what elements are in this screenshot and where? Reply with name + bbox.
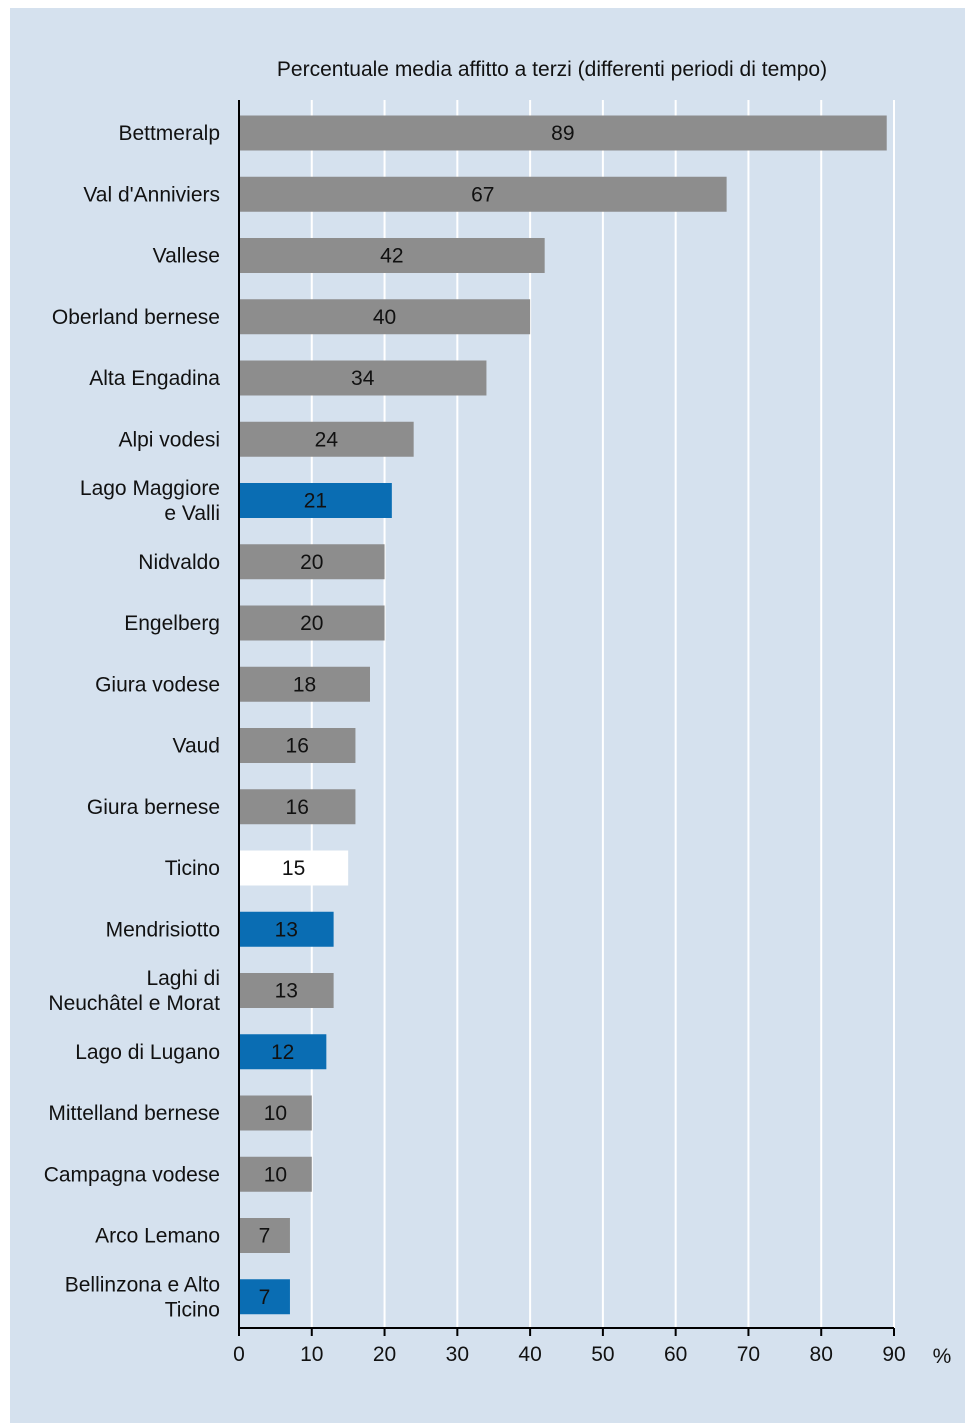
bar-value-label: 15 bbox=[282, 857, 305, 880]
bar bbox=[239, 973, 334, 1008]
x-tick-label: 0 bbox=[233, 1343, 245, 1366]
bar-value-label: 10 bbox=[264, 1102, 287, 1125]
bar bbox=[239, 1034, 327, 1070]
bar-value-label: 40 bbox=[373, 306, 396, 329]
bar bbox=[239, 728, 356, 763]
chart-title: Percentuale media affitto a terzi (diffe… bbox=[277, 58, 827, 81]
bar bbox=[239, 789, 356, 825]
category-label: Neuchâtel e Morat bbox=[48, 992, 220, 1015]
category-label: Arco Lemano bbox=[95, 1225, 220, 1248]
category-label: Giura vodese bbox=[95, 673, 220, 696]
category-label: e Valli bbox=[164, 502, 220, 525]
bar bbox=[239, 1095, 312, 1131]
bar bbox=[239, 666, 370, 702]
bar bbox=[239, 299, 531, 335]
category-label: Lago Maggiore bbox=[80, 477, 220, 500]
x-tick-label: 40 bbox=[518, 1343, 541, 1366]
category-label: Campagna vodese bbox=[44, 1163, 220, 1186]
bar bbox=[239, 605, 385, 641]
category-label: Laghi di bbox=[146, 967, 220, 990]
category-label: Mittelland bernese bbox=[48, 1102, 220, 1125]
x-tick-label: 20 bbox=[373, 1343, 396, 1366]
bar bbox=[239, 850, 349, 886]
bar-value-label: 20 bbox=[300, 551, 323, 574]
bar-value-label: 67 bbox=[471, 183, 494, 206]
category-label: Oberland bernese bbox=[52, 306, 220, 329]
bar-value-label: 89 bbox=[551, 122, 574, 145]
category-label: Alta Engadina bbox=[89, 367, 220, 390]
category-label: Val d'Anniviers bbox=[83, 183, 220, 206]
x-axis-unit: % bbox=[933, 1345, 952, 1368]
category-label: Nidvaldo bbox=[138, 551, 220, 574]
bar-value-label: 34 bbox=[351, 367, 375, 390]
x-tick-label: 80 bbox=[810, 1343, 833, 1366]
category-label: Lago di Lugano bbox=[75, 1041, 220, 1064]
bar-value-label: 7 bbox=[259, 1225, 271, 1248]
bar bbox=[239, 1218, 290, 1253]
bar bbox=[239, 421, 414, 457]
bar-value-label: 16 bbox=[286, 796, 309, 819]
bar-value-label: 20 bbox=[300, 612, 323, 635]
bar-value-label: 12 bbox=[271, 1041, 294, 1064]
bar bbox=[239, 115, 887, 151]
bar-value-label: 10 bbox=[264, 1163, 287, 1186]
category-label: Vallese bbox=[153, 245, 220, 268]
category-label: Mendrisiotto bbox=[106, 918, 220, 941]
bar bbox=[239, 911, 334, 947]
bar bbox=[239, 1156, 312, 1192]
x-tick-label: 30 bbox=[446, 1343, 469, 1366]
bar-value-label: 13 bbox=[275, 980, 298, 1003]
bar bbox=[239, 544, 385, 580]
gridlines bbox=[310, 100, 895, 1328]
category-label: Ticino bbox=[165, 1298, 220, 1321]
bar-value-label: 7 bbox=[259, 1286, 271, 1309]
bar bbox=[239, 483, 392, 518]
bar-value-label: 21 bbox=[304, 490, 327, 513]
bar-value-label: 16 bbox=[286, 735, 309, 758]
bar bbox=[239, 176, 727, 212]
x-tick-label: 60 bbox=[664, 1343, 687, 1366]
category-label: Vaud bbox=[173, 735, 221, 758]
x-tick-label: 10 bbox=[300, 1343, 323, 1366]
bar bbox=[239, 1279, 290, 1315]
bar bbox=[239, 238, 545, 273]
bar-value-label: 42 bbox=[380, 245, 403, 268]
x-tick-label: 70 bbox=[737, 1343, 760, 1366]
bar-value-label: 24 bbox=[315, 428, 339, 451]
bar-value-label: 13 bbox=[275, 918, 298, 941]
bar bbox=[239, 360, 487, 396]
category-label: Bellinzona e Alto bbox=[65, 1273, 220, 1296]
axes: 0 10 20 30 40 50 60 70 80 90 bbox=[233, 100, 906, 1366]
category-label: Bettmeralp bbox=[118, 122, 220, 145]
bar-value-label: 18 bbox=[293, 673, 316, 696]
x-tick-label: 50 bbox=[591, 1343, 614, 1366]
bars: 89 Bettmeralp 67 Val d'Anniviers 42 Vallese 40… bbox=[44, 115, 887, 1321]
category-label: Engelberg bbox=[124, 612, 220, 635]
category-label: Giura bernese bbox=[87, 796, 220, 819]
category-label: Ticino bbox=[165, 857, 220, 880]
category-label: Alpi vodesi bbox=[118, 428, 220, 451]
x-tick-label: 90 bbox=[882, 1343, 905, 1366]
